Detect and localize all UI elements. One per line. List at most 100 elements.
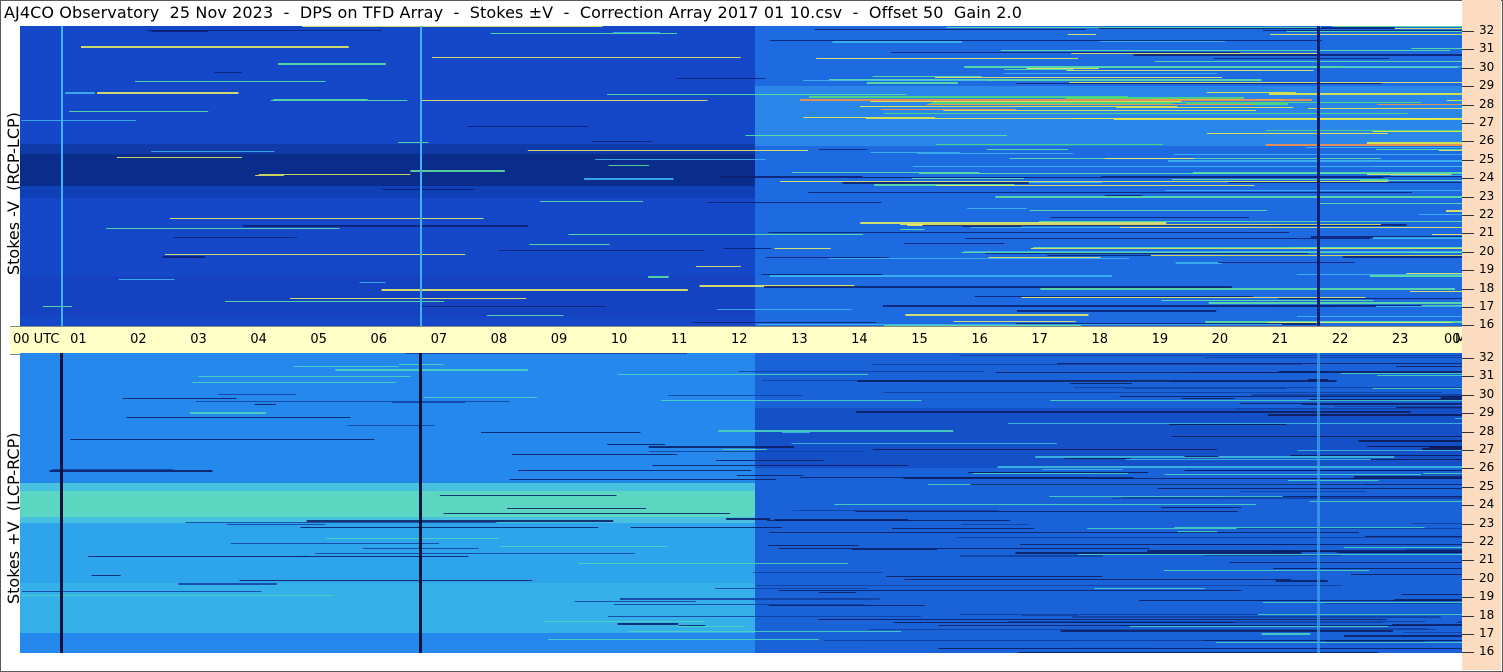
interference-streak bbox=[1050, 400, 1462, 401]
interference-streak bbox=[1129, 626, 1388, 627]
interference-streak bbox=[964, 66, 1459, 68]
time-tick-label: 07 bbox=[430, 332, 448, 347]
interference-streak bbox=[1039, 221, 1462, 222]
time-tick-label: 12 bbox=[731, 332, 748, 347]
interference-streak bbox=[1060, 630, 1393, 632]
interference-streak bbox=[1104, 195, 1143, 196]
interference-streak bbox=[1267, 414, 1462, 416]
interference-streak bbox=[964, 238, 1371, 239]
interference-streak bbox=[859, 106, 1178, 107]
freq-tick-mark bbox=[1462, 431, 1474, 433]
freq-tick-mark bbox=[1462, 288, 1474, 290]
interference-streak bbox=[404, 353, 687, 354]
freq-tick-label: 25 bbox=[1479, 478, 1495, 493]
interference-streak bbox=[1229, 562, 1462, 563]
interference-streak bbox=[745, 135, 1008, 136]
interference-streak bbox=[1367, 174, 1452, 175]
time-tick-label: 18 bbox=[1091, 332, 1109, 347]
interference-streak bbox=[1164, 474, 1462, 475]
interference-streak bbox=[1072, 616, 1441, 618]
interference-streak bbox=[905, 314, 1089, 316]
interference-streak bbox=[1042, 469, 1124, 470]
interference-streak bbox=[1366, 142, 1462, 144]
freq-tick-mark bbox=[1462, 634, 1474, 635]
interference-streak bbox=[498, 250, 704, 251]
interference-streak bbox=[1307, 108, 1462, 109]
freq-tick-mark bbox=[1462, 413, 1474, 415]
interference-streak bbox=[891, 52, 1241, 53]
vertical-line bbox=[419, 353, 422, 653]
interference-streak bbox=[1101, 176, 1462, 177]
interference-streak bbox=[1342, 256, 1462, 258]
freq-tick-mark bbox=[1462, 597, 1474, 599]
interference-streak bbox=[1394, 28, 1462, 29]
interference-streak bbox=[1251, 394, 1462, 396]
freq-tick-label: 31 bbox=[1479, 368, 1495, 383]
interference-streak bbox=[628, 631, 902, 632]
freq-tick-label: 22 bbox=[1479, 207, 1495, 221]
interference-streak bbox=[1119, 396, 1462, 397]
vertical-line bbox=[60, 353, 63, 653]
interference-streak bbox=[1021, 615, 1079, 616]
interference-streak bbox=[995, 372, 1327, 373]
interference-streak bbox=[1030, 248, 1462, 249]
freq-tick-mark bbox=[1462, 523, 1474, 525]
interference-streak bbox=[995, 196, 1462, 198]
interference-streak bbox=[198, 376, 411, 377]
interference-streak bbox=[289, 298, 527, 299]
interference-streak bbox=[1396, 407, 1462, 408]
interference-streak bbox=[1343, 547, 1462, 548]
vertical-line bbox=[420, 26, 422, 326]
interference-streak bbox=[1094, 588, 1205, 589]
interference-streak bbox=[1319, 628, 1427, 629]
vertical-line bbox=[1317, 26, 1320, 326]
interference-streak bbox=[1228, 182, 1462, 183]
interference-streak bbox=[926, 104, 1255, 105]
interference-streak bbox=[818, 619, 1387, 620]
interference-streak bbox=[1406, 273, 1462, 274]
freq-tick-label: 18 bbox=[1479, 607, 1495, 622]
interference-streak bbox=[169, 218, 484, 219]
interference-streak bbox=[791, 172, 980, 173]
freq-tick-mark bbox=[1462, 123, 1474, 124]
interference-streak bbox=[277, 63, 386, 65]
interference-streak bbox=[326, 538, 499, 539]
interference-streak bbox=[1350, 574, 1462, 575]
interference-streak bbox=[832, 41, 963, 43]
interference-streak bbox=[1394, 599, 1462, 601]
freq-tick-mark bbox=[1462, 505, 1474, 507]
interference-streak bbox=[900, 229, 925, 230]
interference-streak bbox=[865, 118, 1176, 119]
interference-streak bbox=[1050, 217, 1250, 218]
interference-streak bbox=[122, 398, 237, 399]
interference-streak bbox=[116, 157, 242, 158]
interference-streak bbox=[1325, 603, 1462, 604]
interference-streak bbox=[1007, 423, 1462, 424]
interference-streak bbox=[660, 400, 922, 401]
interference-streak bbox=[52, 469, 173, 470]
interference-streak bbox=[1236, 408, 1462, 409]
interference-streak bbox=[668, 395, 803, 396]
freq-tick-mark bbox=[1462, 615, 1474, 617]
interference-streak bbox=[757, 324, 1283, 325]
interference-streak bbox=[1153, 640, 1462, 641]
interference-streak bbox=[1095, 478, 1462, 479]
top-spectrogram bbox=[20, 26, 1462, 326]
freq-tick-label: 32 bbox=[1479, 23, 1495, 37]
interference-streak bbox=[1163, 570, 1370, 571]
interference-streak bbox=[968, 472, 1149, 473]
interference-streak bbox=[1236, 528, 1462, 529]
interference-streak bbox=[1125, 459, 1371, 460]
interference-streak bbox=[106, 228, 340, 229]
interference-streak bbox=[695, 266, 741, 267]
interference-streak bbox=[884, 113, 1409, 114]
interference-streak bbox=[1406, 549, 1462, 550]
freq-tick-mark bbox=[1462, 141, 1474, 143]
interference-streak bbox=[382, 189, 475, 190]
interference-streak bbox=[868, 629, 1436, 630]
interference-streak bbox=[1057, 363, 1462, 364]
interference-streak bbox=[258, 174, 411, 175]
interference-streak bbox=[1267, 322, 1452, 323]
interference-streak bbox=[230, 543, 439, 544]
interference-streak bbox=[1040, 288, 1455, 290]
